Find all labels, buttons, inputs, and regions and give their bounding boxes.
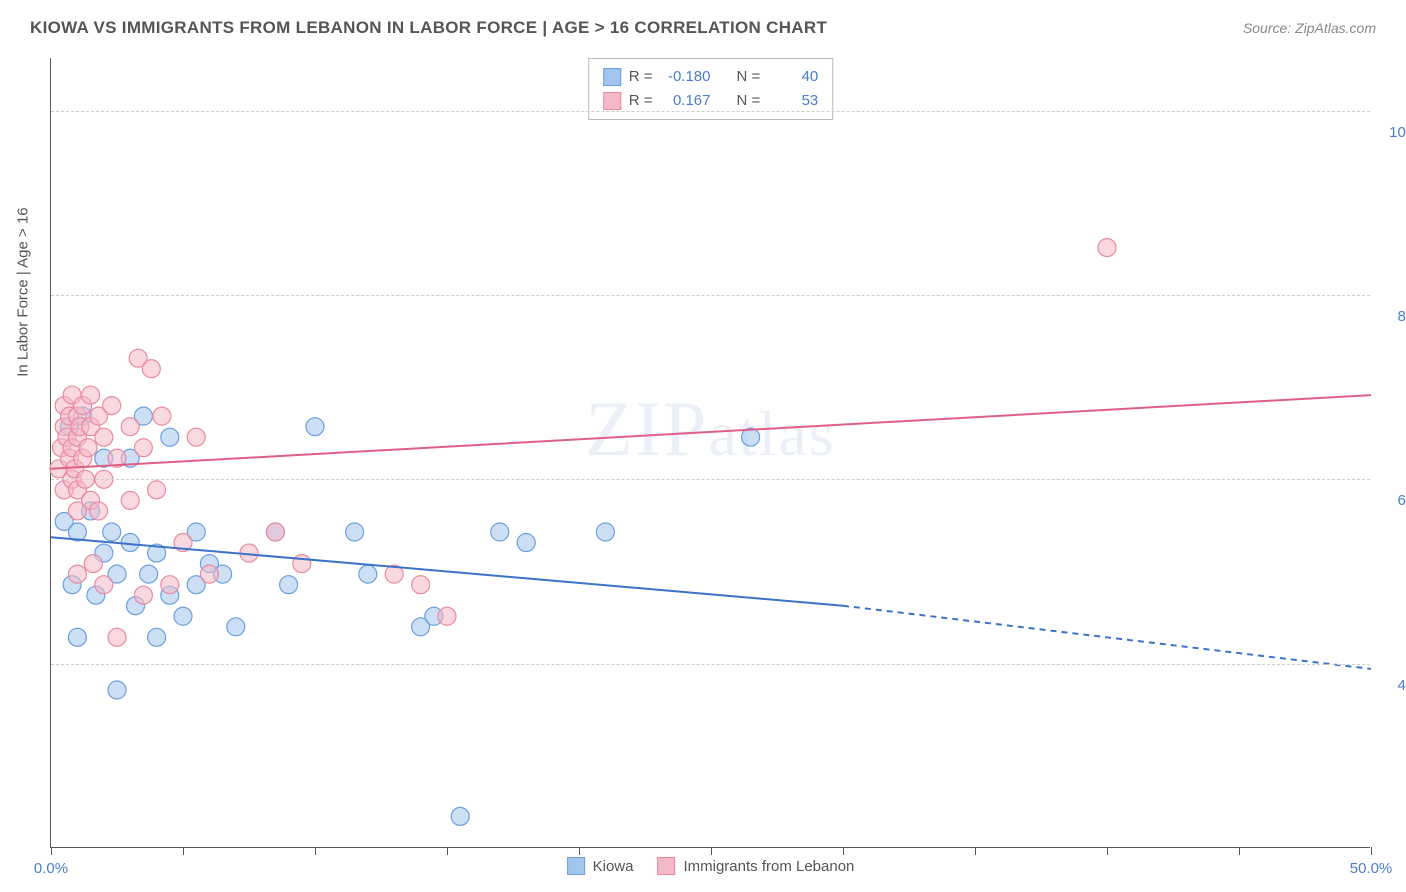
n-label: N = xyxy=(737,65,761,89)
data-point xyxy=(174,607,192,625)
x-tick xyxy=(51,847,52,855)
legend-label-kiowa: Kiowa xyxy=(593,858,634,875)
data-point xyxy=(103,523,121,541)
n-value-kiowa: 40 xyxy=(768,65,818,89)
y-tick-label: 100.0% xyxy=(1380,124,1406,141)
bottom-legend: Kiowa Immigrants from Lebanon xyxy=(567,857,855,875)
y-tick-label: 65.0% xyxy=(1380,492,1406,509)
x-tick xyxy=(579,847,580,855)
data-point xyxy=(82,386,100,404)
legend-item-kiowa: Kiowa xyxy=(567,857,634,875)
r-value-kiowa: -0.180 xyxy=(661,65,711,89)
data-point xyxy=(451,807,469,825)
data-point xyxy=(161,576,179,594)
data-point xyxy=(293,555,311,573)
r-label: R = xyxy=(629,89,653,113)
data-point xyxy=(108,628,126,646)
data-point xyxy=(68,628,86,646)
data-point xyxy=(79,439,97,457)
data-point xyxy=(346,523,364,541)
x-tick xyxy=(447,847,448,855)
data-point xyxy=(266,523,284,541)
x-tick-label: 0.0% xyxy=(34,860,68,877)
y-axis-label: In Labor Force | Age > 16 xyxy=(15,207,32,376)
legend-item-lebanon: Immigrants from Lebanon xyxy=(657,857,854,875)
source-attribution: Source: ZipAtlas.com xyxy=(1243,20,1376,36)
x-tick xyxy=(183,847,184,855)
data-point xyxy=(438,607,456,625)
x-tick xyxy=(1371,847,1372,855)
y-tick-label: 47.5% xyxy=(1380,677,1406,694)
data-point xyxy=(84,555,102,573)
data-point xyxy=(306,418,324,436)
swatch-kiowa xyxy=(603,68,621,86)
data-point xyxy=(108,681,126,699)
data-point xyxy=(359,565,377,583)
gridline: 82.5% xyxy=(51,295,1370,296)
data-point xyxy=(68,565,86,583)
regression-line-extrapolated xyxy=(843,606,1371,669)
data-point xyxy=(134,586,152,604)
x-tick xyxy=(1239,847,1240,855)
y-tick-label: 82.5% xyxy=(1380,308,1406,325)
scatter-svg xyxy=(51,58,1370,847)
data-point xyxy=(517,534,535,552)
data-point xyxy=(148,628,166,646)
data-point xyxy=(153,407,171,425)
gridline: 65.0% xyxy=(51,479,1370,480)
correlation-row-lebanon: R = 0.167 N = 53 xyxy=(603,89,819,113)
x-tick xyxy=(711,847,712,855)
data-point xyxy=(95,428,113,446)
data-point xyxy=(95,576,113,594)
regression-line xyxy=(51,395,1371,469)
r-value-lebanon: 0.167 xyxy=(661,89,711,113)
r-label: R = xyxy=(629,65,653,89)
legend-swatch-kiowa xyxy=(567,857,585,875)
data-point xyxy=(140,565,158,583)
data-point xyxy=(121,534,139,552)
chart-plot-area: In Labor Force | Age > 16 ZIPatlas R = -… xyxy=(50,58,1370,848)
correlation-row-kiowa: R = -0.180 N = 40 xyxy=(603,65,819,89)
data-point xyxy=(161,428,179,446)
data-point xyxy=(121,491,139,509)
gridline: 47.5% xyxy=(51,664,1370,665)
x-tick xyxy=(843,847,844,855)
data-point xyxy=(142,360,160,378)
chart-title: KIOWA VS IMMIGRANTS FROM LEBANON IN LABO… xyxy=(30,18,827,38)
data-point xyxy=(148,481,166,499)
x-tick xyxy=(1107,847,1108,855)
x-tick xyxy=(315,847,316,855)
data-point xyxy=(280,576,298,594)
legend-swatch-lebanon xyxy=(657,857,675,875)
gridline: 100.0% xyxy=(51,111,1370,112)
data-point xyxy=(491,523,509,541)
data-point xyxy=(134,439,152,457)
legend-label-lebanon: Immigrants from Lebanon xyxy=(683,858,854,875)
x-tick xyxy=(975,847,976,855)
data-point xyxy=(227,618,245,636)
n-label: N = xyxy=(737,89,761,113)
data-point xyxy=(596,523,614,541)
data-point xyxy=(121,418,139,436)
n-value-lebanon: 53 xyxy=(768,89,818,113)
x-tick-label: 50.0% xyxy=(1350,860,1393,877)
data-point xyxy=(103,397,121,415)
data-point xyxy=(187,428,205,446)
data-point xyxy=(1098,239,1116,257)
swatch-lebanon xyxy=(603,92,621,110)
data-point xyxy=(200,565,218,583)
data-point xyxy=(90,502,108,520)
data-point xyxy=(412,576,430,594)
